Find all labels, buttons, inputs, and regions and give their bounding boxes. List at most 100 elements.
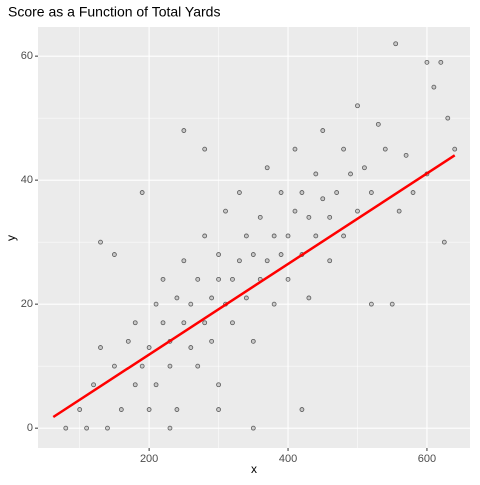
point <box>368 301 374 307</box>
point <box>84 425 90 431</box>
point <box>299 190 305 195</box>
point <box>264 165 270 171</box>
point <box>237 258 242 264</box>
point <box>278 252 284 257</box>
point <box>146 345 152 350</box>
point <box>306 295 312 301</box>
point <box>63 425 69 431</box>
point <box>146 407 152 412</box>
point <box>139 363 145 369</box>
point <box>230 276 235 282</box>
x-tick-label: 600 <box>418 453 436 465</box>
point <box>243 233 249 239</box>
point <box>438 59 444 65</box>
point <box>167 425 173 431</box>
point <box>431 84 437 90</box>
point <box>250 338 256 344</box>
point <box>111 363 117 369</box>
point <box>368 190 374 195</box>
point <box>250 425 256 431</box>
point <box>202 146 208 152</box>
point <box>105 425 110 431</box>
point <box>167 363 173 369</box>
point <box>452 146 458 152</box>
point <box>181 258 187 264</box>
x-axis-label: x <box>251 462 257 476</box>
point <box>320 196 326 202</box>
point <box>202 233 208 239</box>
point <box>375 121 381 127</box>
point <box>250 252 256 257</box>
point <box>202 320 208 326</box>
point <box>341 233 346 239</box>
point <box>285 233 291 239</box>
point <box>278 190 284 195</box>
point <box>125 338 131 344</box>
point <box>341 146 346 152</box>
point <box>393 41 399 47</box>
point <box>292 208 298 214</box>
point <box>271 233 277 239</box>
y-tick-label: 0 <box>27 422 33 434</box>
x-tick-label: 400 <box>279 453 297 465</box>
point <box>98 345 103 350</box>
panel <box>38 27 470 448</box>
point <box>362 165 367 171</box>
point <box>160 276 166 282</box>
point <box>237 190 242 195</box>
point <box>98 239 103 245</box>
point <box>424 59 430 65</box>
marks <box>52 41 458 431</box>
point <box>223 208 228 214</box>
y-tick-label: 60 <box>21 50 33 62</box>
point <box>195 276 201 282</box>
point <box>153 382 159 388</box>
point <box>216 407 221 412</box>
point <box>313 233 319 239</box>
point <box>292 146 298 152</box>
point <box>188 345 194 350</box>
y-tick-label: 20 <box>21 298 33 310</box>
point <box>264 258 270 264</box>
point <box>174 407 180 412</box>
point <box>327 258 333 264</box>
point <box>441 239 447 245</box>
point <box>410 190 416 195</box>
point <box>181 128 187 133</box>
point <box>299 407 305 412</box>
point <box>334 190 340 195</box>
point <box>153 301 159 307</box>
point <box>216 276 221 282</box>
point <box>403 152 409 158</box>
point <box>306 214 312 220</box>
point <box>209 338 215 344</box>
point <box>91 382 96 388</box>
point <box>327 214 333 220</box>
point <box>139 190 145 195</box>
point <box>188 301 194 307</box>
chart-title: Score as a Function of Total Yards <box>8 4 220 20</box>
fit-line <box>52 154 456 419</box>
point <box>355 103 360 109</box>
x-tick-label: 200 <box>140 453 158 465</box>
point <box>230 320 235 326</box>
point <box>132 382 138 388</box>
y-tick-label: 40 <box>21 174 33 186</box>
point <box>320 128 326 133</box>
y-axis-label: y <box>4 235 18 241</box>
point <box>285 276 291 282</box>
point <box>348 171 353 177</box>
point <box>389 301 395 307</box>
point <box>195 363 201 369</box>
point <box>396 208 402 214</box>
point <box>118 407 124 412</box>
point <box>174 295 180 301</box>
point <box>111 252 117 257</box>
point <box>77 407 83 412</box>
point <box>257 214 263 220</box>
point <box>216 252 221 257</box>
point <box>445 115 451 121</box>
point <box>355 208 360 214</box>
point <box>243 295 249 301</box>
